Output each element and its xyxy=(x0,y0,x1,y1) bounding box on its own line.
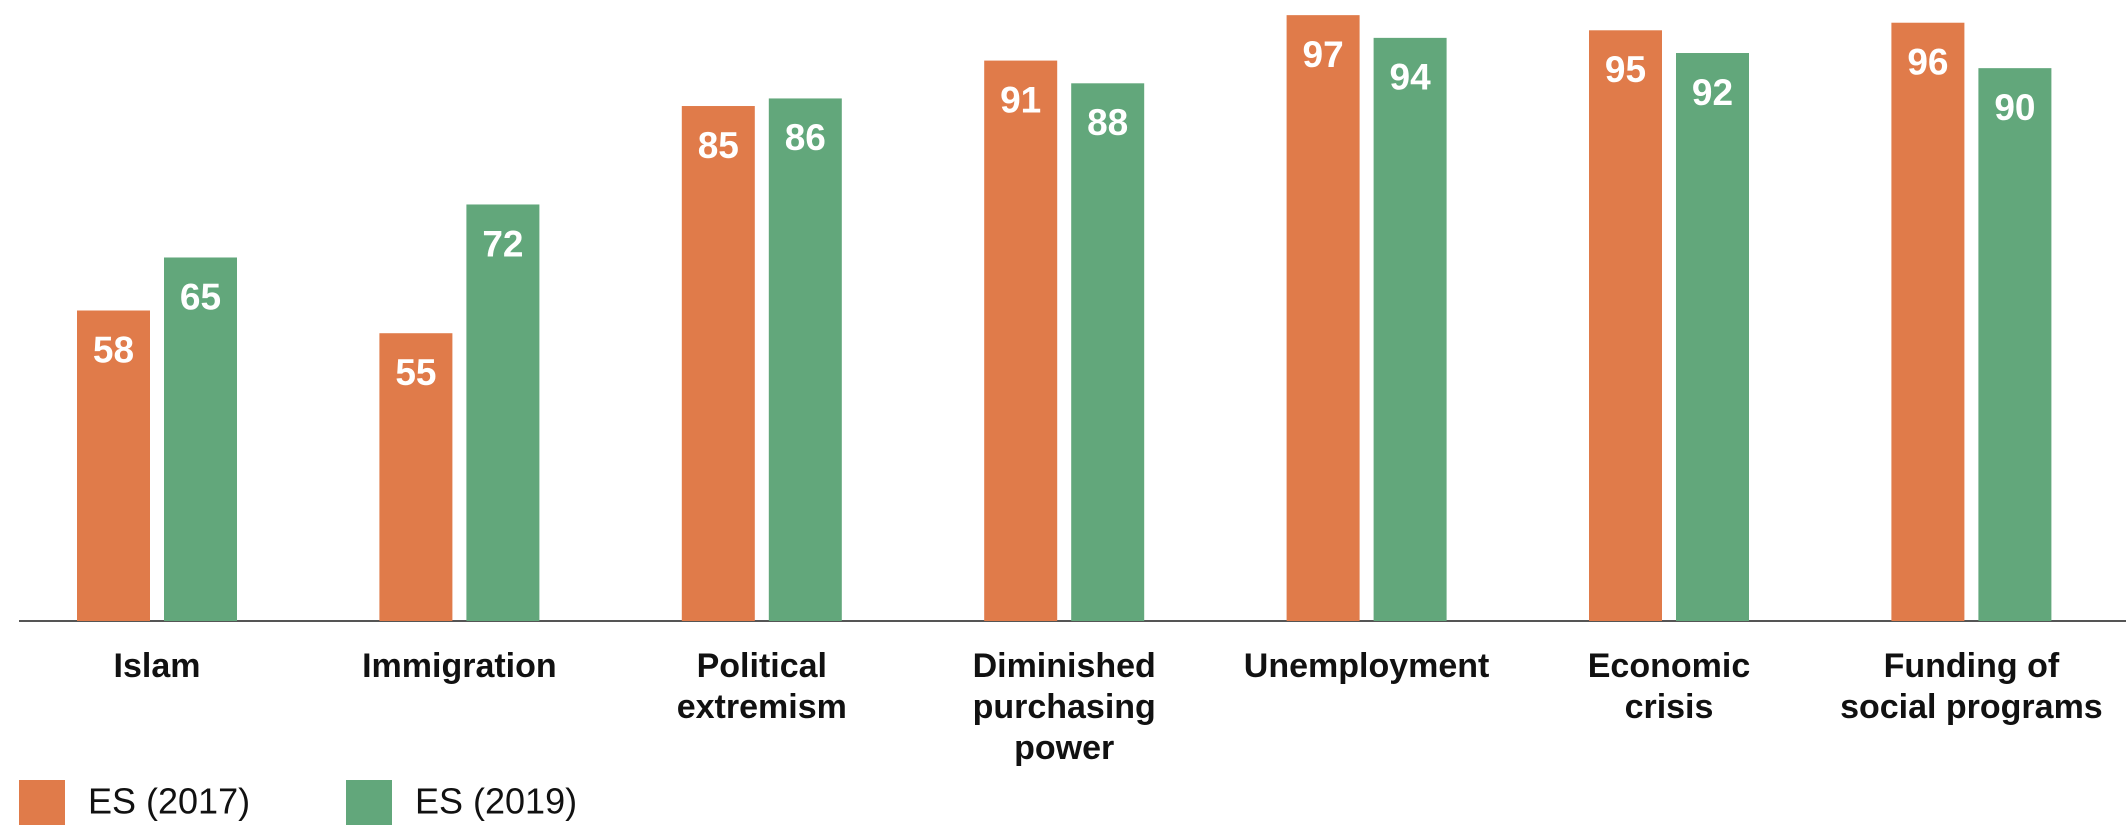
x-tick-label: Immigration xyxy=(362,647,557,685)
legend-label: ES (2017) xyxy=(88,781,250,822)
value-label: 96 xyxy=(1907,42,1948,83)
value-label: 94 xyxy=(1390,57,1432,98)
value-label: 92 xyxy=(1692,72,1733,113)
bar xyxy=(1286,15,1360,621)
bar xyxy=(1373,37,1447,622)
value-label: 55 xyxy=(395,352,436,393)
x-tick-label: Political extremism xyxy=(676,647,847,726)
value-label: 58 xyxy=(93,329,134,370)
bar xyxy=(1978,68,2052,621)
value-label: 91 xyxy=(1000,79,1041,120)
value-label: 97 xyxy=(1303,34,1344,75)
value-label: 88 xyxy=(1087,102,1128,143)
value-label: 85 xyxy=(698,125,739,166)
bar xyxy=(164,257,237,621)
bar xyxy=(1071,83,1145,622)
bar xyxy=(1891,22,1965,622)
bar xyxy=(681,106,755,621)
value-label: 90 xyxy=(1994,87,2035,128)
legend-swatch xyxy=(19,780,65,825)
value-label: 95 xyxy=(1605,49,1646,90)
bar xyxy=(1589,30,1662,622)
legend-label: ES (2019) xyxy=(415,781,577,822)
bar xyxy=(984,60,1058,621)
value-label: 72 xyxy=(482,223,523,264)
bar xyxy=(379,333,453,621)
x-tick-label: Islam xyxy=(113,647,201,685)
x-tick-label: Diminished purchasing power xyxy=(972,647,1156,767)
x-tick-label: Funding of social programs xyxy=(1840,647,2103,726)
x-tick-label: Unemployment xyxy=(1243,647,1490,685)
bar xyxy=(466,204,540,621)
bar xyxy=(77,310,150,621)
value-label: 86 xyxy=(785,117,826,158)
value-label: 65 xyxy=(180,276,221,317)
legend-swatch xyxy=(346,780,392,825)
x-tick-label: Economic crisis xyxy=(1587,647,1751,726)
bar xyxy=(1676,53,1749,621)
bar xyxy=(768,98,842,621)
